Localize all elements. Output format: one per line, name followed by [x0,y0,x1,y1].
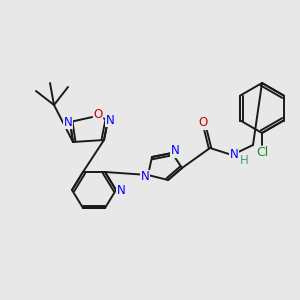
Text: N: N [64,116,72,128]
Text: Cl: Cl [256,146,268,160]
Text: N: N [230,148,238,161]
Text: N: N [141,170,149,184]
Text: N: N [171,145,179,158]
Text: N: N [106,113,114,127]
Text: H: H [240,154,248,166]
Text: O: O [93,109,103,122]
Text: O: O [198,116,208,130]
Text: N: N [117,184,125,196]
